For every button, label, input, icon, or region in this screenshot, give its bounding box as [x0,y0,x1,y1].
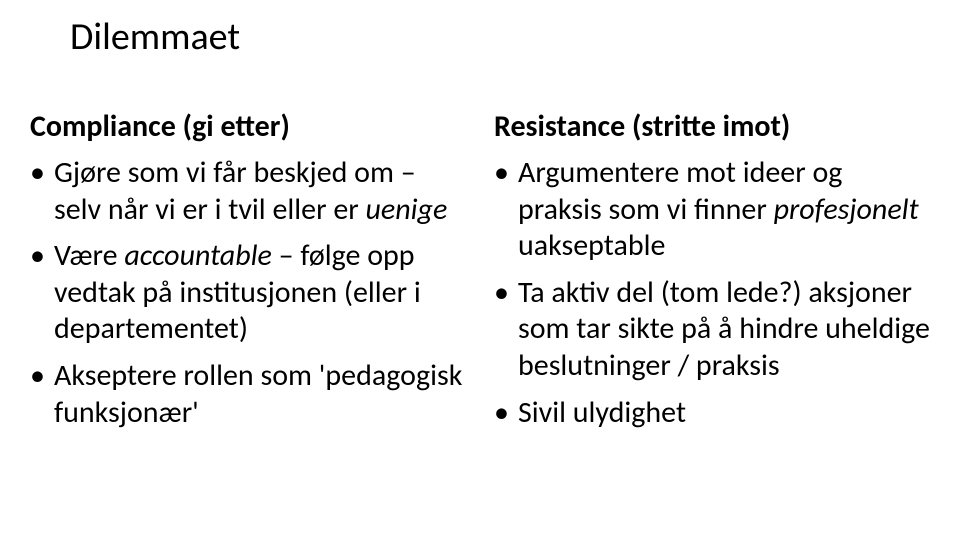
list-item: Argumentere mot ideer og praksis som vi … [492,155,932,265]
two-column-body: Compliance (gi etter) Gjøre som vi får b… [28,108,932,441]
left-bullet-list: Gjøre som vi får beskjed om – selv når v… [28,155,468,431]
list-item: Akseptere rollen som 'pedagogisk funksjo… [28,358,468,431]
list-item: Sivil ulydighet [492,395,932,432]
right-column: Resistance (stritte imot) Argumentere mo… [492,108,932,441]
bullet-text: uakseptable [518,227,665,264]
left-heading: Compliance (gi etter) [28,108,468,145]
bullet-text-italic: profesjonelt [774,191,919,228]
bullet-text: Være [54,237,124,274]
list-item: Gjøre som vi får beskjed om – selv når v… [28,155,468,228]
slide-title: Dilemmaet [70,14,240,60]
right-heading: Resistance (stritte imot) [492,108,932,145]
bullet-text: Ta aktiv del (tom lede?) aksjoner som ta… [518,274,930,384]
list-item: Ta aktiv del (tom lede?) aksjoner som ta… [492,275,932,385]
bullet-text: Gjøre som vi får beskjed om – selv når v… [54,154,416,228]
right-bullet-list: Argumentere mot ideer og praksis som vi … [492,155,932,431]
slide: Dilemmaet Compliance (gi etter) Gjøre so… [0,0,960,558]
bullet-text-italic: uenige [365,191,447,228]
bullet-text: Akseptere rollen som 'pedagogisk funksjo… [54,357,462,431]
list-item: Være accountable – følge opp vedtak på i… [28,238,468,348]
bullet-text: Sivil ulydighet [518,394,686,431]
bullet-text-italic: accountable [124,237,272,274]
left-column: Compliance (gi etter) Gjøre som vi får b… [28,108,468,441]
